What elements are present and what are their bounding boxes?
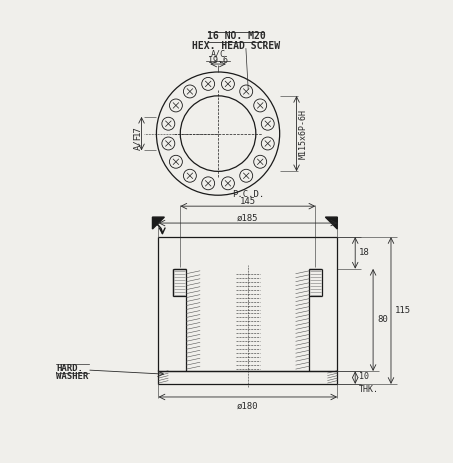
Text: ø185: ø185: [237, 213, 259, 223]
Text: ø180: ø180: [237, 402, 259, 411]
Text: 80: 80: [377, 315, 388, 325]
Text: THK.: THK.: [359, 385, 379, 394]
Text: 19.6: 19.6: [208, 56, 228, 64]
Text: 115: 115: [395, 306, 411, 315]
Text: A/C: A/C: [211, 50, 226, 59]
Text: A/F: A/F: [133, 133, 142, 150]
Text: HARD.: HARD.: [56, 363, 83, 373]
Text: HEX. HEAD SCREW: HEX. HEAD SCREW: [192, 41, 280, 51]
Text: 10: 10: [359, 372, 369, 381]
Polygon shape: [153, 217, 164, 229]
Text: M115x6P-6H: M115x6P-6H: [299, 109, 308, 159]
Text: 17: 17: [133, 125, 142, 136]
Text: 145: 145: [240, 197, 256, 206]
Text: 16 NO. M20: 16 NO. M20: [207, 31, 265, 41]
Text: WASHER: WASHER: [56, 372, 88, 381]
Text: P.C.D.: P.C.D.: [232, 190, 264, 199]
Text: 18: 18: [359, 248, 370, 257]
Polygon shape: [325, 217, 337, 229]
